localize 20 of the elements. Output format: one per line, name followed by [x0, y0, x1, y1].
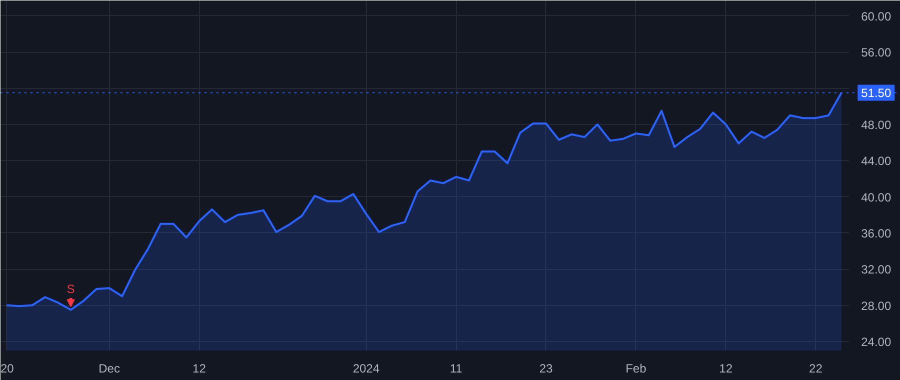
x-tick-label: Dec [98, 362, 120, 376]
y-tick-label: 44.00 [861, 154, 892, 168]
x-tick-label: 12 [192, 362, 206, 376]
y-tick-label: 28.00 [861, 298, 892, 313]
x-tick-label: 2024 [352, 362, 380, 376]
x-tick-label: 20 [0, 362, 14, 376]
y-tick-label: 60.00 [861, 9, 892, 24]
x-tick-label: 22 [809, 362, 823, 376]
x-tick-label: 11 [450, 362, 463, 376]
x-tick-label: Feb [626, 362, 647, 376]
x-tick-label: 23 [539, 362, 553, 376]
annotation: S [66, 282, 75, 296]
y-tick-label: 32.00 [861, 262, 892, 277]
y-tick-label: 48.00 [861, 118, 892, 132]
y-tick-label: 36.00 [861, 226, 892, 240]
y-tick-label: 56.00 [861, 46, 892, 60]
y-tick-label: 24.00 [861, 334, 892, 349]
x-tick-label: 12 [719, 362, 733, 376]
ref-line-label: 51.50 [861, 86, 892, 100]
y-tick-label: 40.00 [861, 190, 892, 204]
